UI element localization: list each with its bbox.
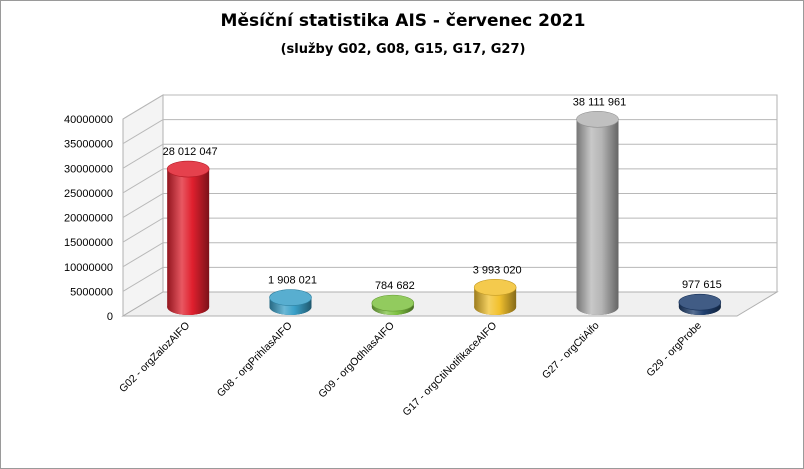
gridline: [122, 168, 777, 194]
bar-3: [371, 294, 415, 315]
y-tick-label: 5000000: [70, 286, 113, 298]
gridline: [122, 217, 777, 243]
bar-top: [678, 293, 722, 311]
gridline: [122, 94, 777, 120]
bar-body: [167, 169, 210, 315]
data-label: 784 682: [375, 280, 415, 292]
bar-top: [166, 160, 210, 178]
data-label: 3 993 020: [473, 264, 522, 276]
bar-4: [473, 279, 517, 315]
gridline: [122, 193, 777, 218]
data-label: 28 012 047: [163, 146, 218, 158]
data-label: 977 615: [682, 279, 722, 291]
bar-5: [576, 110, 619, 316]
category-label: G27 - orgCtiAifo: [540, 320, 602, 382]
gridline: [122, 119, 777, 145]
y-tick-label: 0: [107, 311, 113, 323]
category-label: G17 - orgCtiNotifikaceAIFO: [400, 320, 499, 419]
bar-2: [269, 289, 312, 315]
bar-6: [678, 293, 722, 315]
category-label: G09 - orgOdhlasAIFO: [316, 320, 397, 401]
y-tick-label: 15000000: [64, 237, 113, 249]
category-label: G29 - orgProbe: [644, 320, 704, 380]
gridlines: [122, 94, 777, 292]
chart-walls: [121, 94, 779, 317]
gridline: [122, 242, 777, 268]
chart-subtitle: (služby G02, G08, G15, G17, G27): [280, 42, 526, 57]
data-labels: 28 012 047 1 908 021 784 682 3 993 020 38 11…: [163, 96, 722, 292]
y-tick-label: 25000000: [64, 188, 113, 200]
y-axis-ticks: 0 5000000 10000000 15000000 20000000 25000000…: [64, 114, 113, 323]
gridline: [122, 266, 777, 292]
y-tick-label: 35000000: [64, 139, 113, 151]
bar-body: [576, 119, 619, 316]
bar-top: [371, 294, 415, 312]
bar-top: [473, 279, 517, 296]
gridline: [122, 143, 777, 169]
y-tick-label: 10000000: [64, 262, 113, 274]
bar-top: [576, 110, 619, 128]
bar-1: [166, 160, 210, 315]
data-label: 1 908 021: [268, 275, 317, 287]
category-label: G02 - orgZalozAIFO: [117, 320, 192, 395]
category-label: G08 - orgPrihlasAIFO: [215, 320, 295, 400]
category-labels: G02 - orgZalozAIFO G08 - orgPrihlasAIFO G0…: [117, 320, 704, 419]
data-label: 38 111 961: [573, 96, 626, 108]
y-tick-label: 40000000: [64, 114, 113, 126]
y-tick-label: 20000000: [64, 213, 113, 225]
bars: [166, 110, 722, 316]
y-tick-label: 30000000: [64, 163, 113, 175]
bar-top: [269, 289, 312, 306]
chart-title: Měsíční statistika AIS - červenec 2021: [220, 11, 586, 31]
